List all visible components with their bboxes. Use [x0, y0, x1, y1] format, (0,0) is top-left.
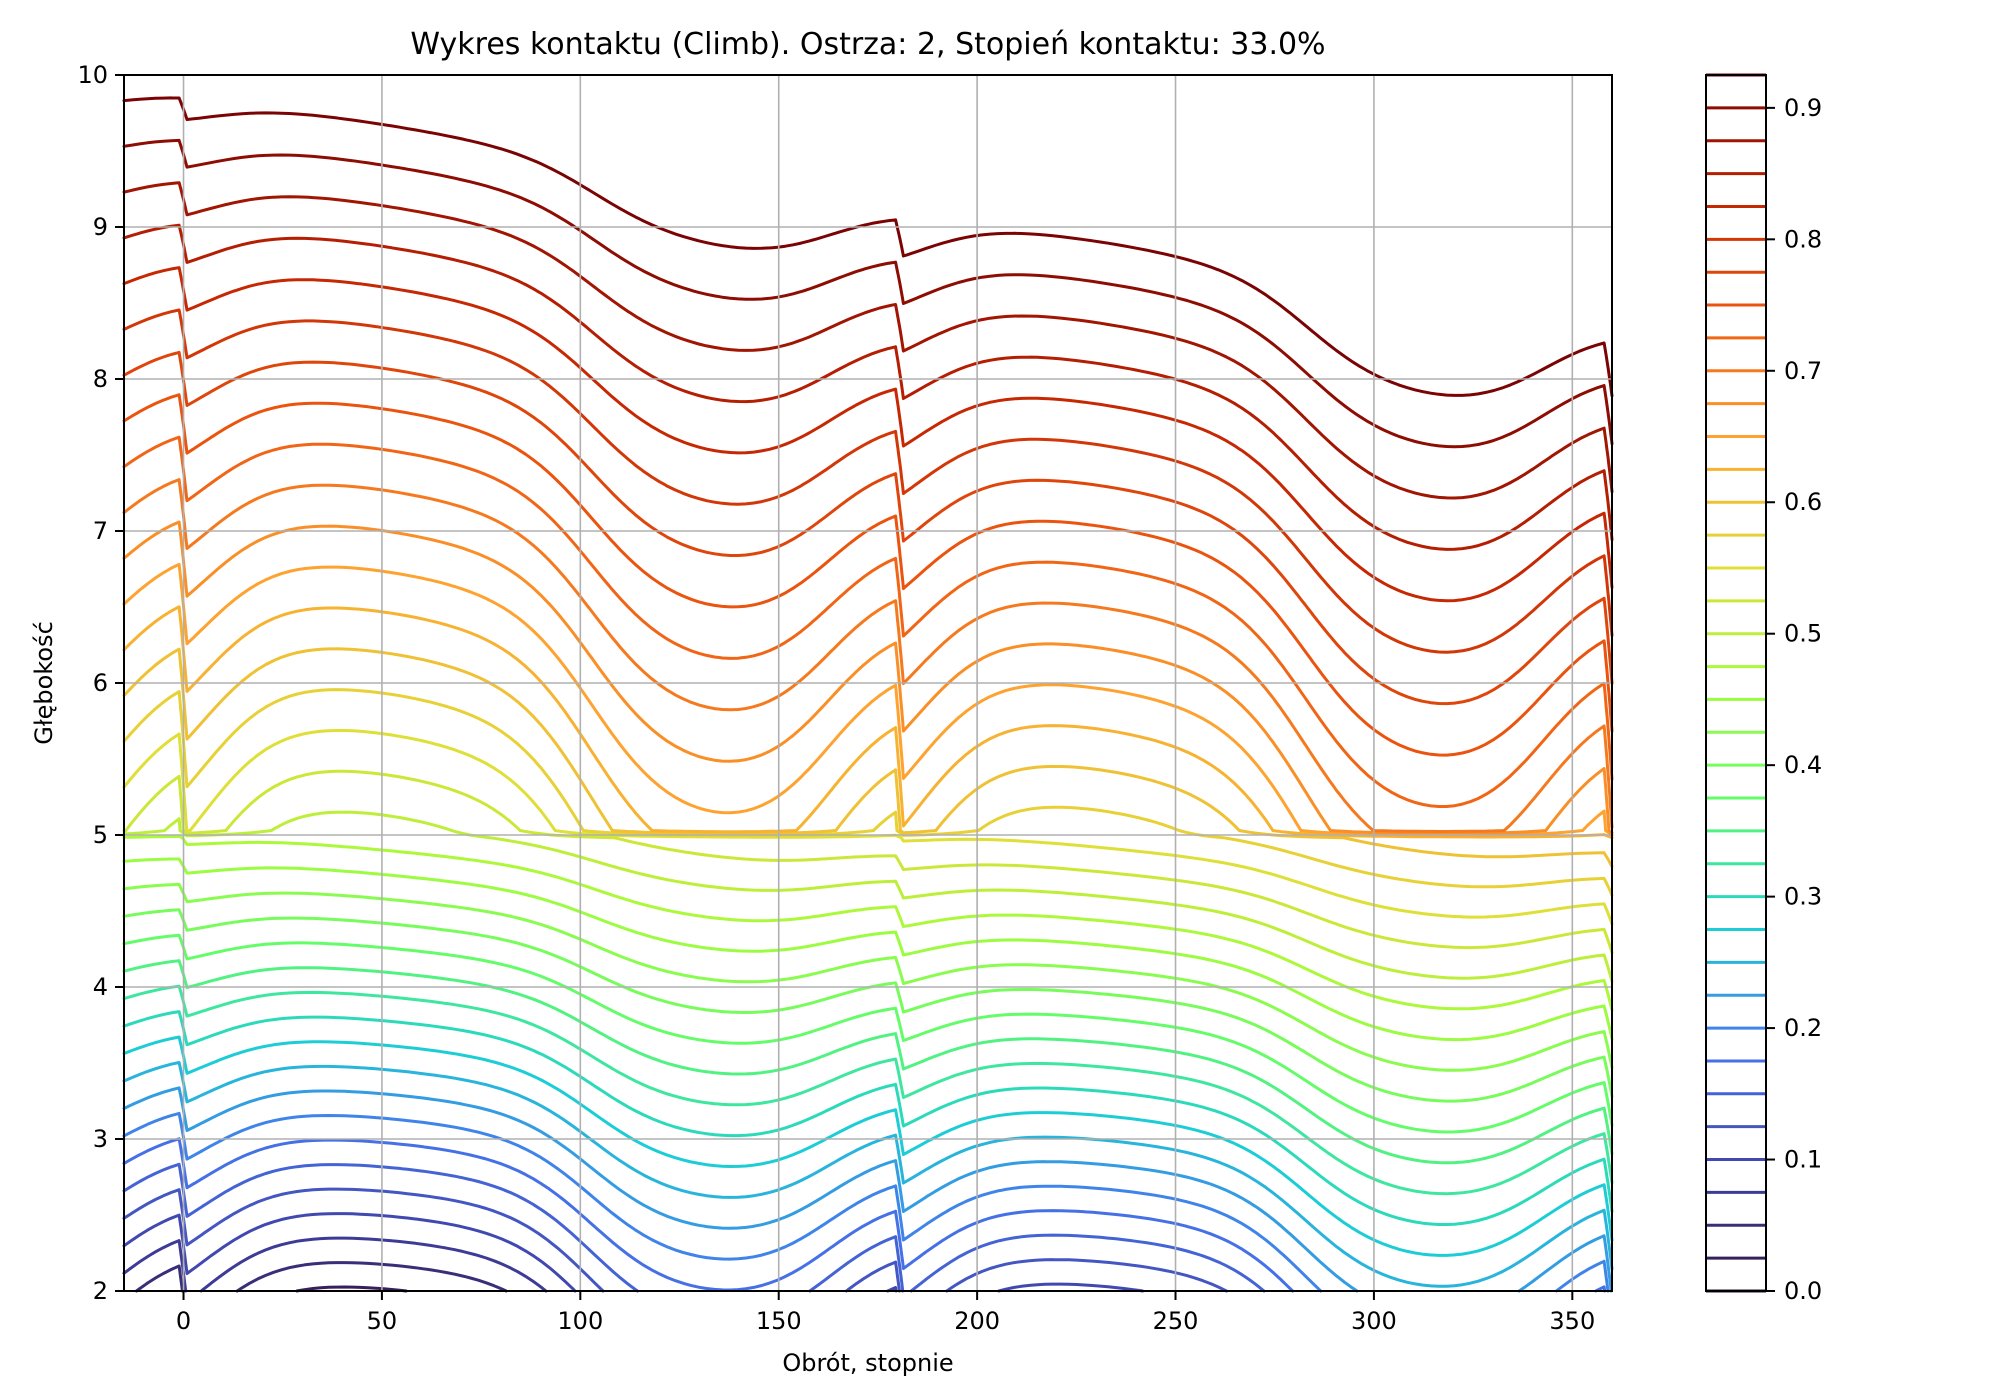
colorbar: 0.0 0.1 0.2 0.3 0.4 0.5 0.6 0.7 0.8 0.9	[1705, 73, 1822, 1305]
x-axis: 0 50 100 150 200 250 300 350	[176, 1291, 1595, 1335]
colorbar-tick-label: 0.9	[1784, 94, 1822, 122]
x-axis-label: Obrót, stopnie	[782, 1349, 953, 1377]
contour-level-36	[122, 138, 1614, 449]
y-tick-label: 6	[93, 669, 108, 697]
contour-level-25	[122, 605, 1614, 840]
contour-level-2	[135, 1261, 508, 1293]
y-axis-label: Głębokość	[30, 621, 58, 745]
colorbar-tick-label: 0.3	[1784, 883, 1822, 911]
contour-level-18	[122, 857, 1614, 1042]
colorbar-tick-label: 0.1	[1784, 1146, 1822, 1174]
y-tick-label: 8	[93, 365, 108, 393]
contour-level-31	[122, 350, 1614, 706]
contour-level-14	[122, 959, 1614, 1165]
y-tick-label: 3	[93, 1125, 108, 1153]
contour-level-8	[122, 1111, 1610, 1293]
contour-level-21	[122, 769, 1614, 955]
contour-level-6	[122, 1162, 1266, 1293]
y-tick-label: 9	[93, 213, 108, 241]
contour-level-35	[122, 181, 1614, 500]
x-tick-label: 300	[1351, 1307, 1397, 1335]
contour-level-24	[122, 647, 1614, 868]
contour-level-19	[122, 834, 1614, 1012]
x-tick-label: 200	[954, 1307, 1000, 1335]
colorbar-frame	[1705, 74, 1767, 1292]
contour-level-5	[122, 1187, 1228, 1293]
contour-level-10	[122, 1061, 1614, 1288]
contour-level-30	[122, 393, 1614, 757]
colorbar-tick-label: 0.8	[1784, 225, 1822, 253]
contour-level-33	[122, 266, 1614, 603]
contour-level-28	[122, 478, 1614, 833]
contour-level-4	[122, 1212, 1145, 1293]
contour-lines	[122, 96, 1614, 1293]
contour-level-11	[122, 1035, 1614, 1257]
contour-level-37	[122, 96, 1614, 398]
contour-level-15	[122, 933, 1614, 1134]
y-axis: 2 3 4 5 6 7 8 9 10	[77, 61, 124, 1305]
y-tick-label: 2	[93, 1277, 108, 1305]
x-tick-label: 50	[367, 1307, 398, 1335]
colorbar-tick-label: 0.2	[1784, 1014, 1822, 1042]
y-tick-label: 4	[93, 973, 108, 1001]
x-tick-label: 150	[756, 1307, 802, 1335]
y-tick-label: 7	[93, 517, 108, 545]
colorbar-tick-label: 0.7	[1784, 357, 1822, 385]
plot-area	[122, 74, 1614, 1293]
colorbar-tick-label: 0.4	[1784, 751, 1822, 779]
x-tick-label: 0	[176, 1307, 191, 1335]
contour-level-27	[122, 520, 1614, 835]
contour-level-3	[122, 1236, 548, 1293]
contour-level-29	[122, 435, 1614, 808]
x-tick-label: 350	[1549, 1307, 1595, 1335]
grid-lines	[124, 74, 1612, 1292]
colorbar-ticks: 0.0 0.1 0.2 0.3 0.4 0.5 0.6 0.7 0.8 0.9	[1766, 94, 1822, 1305]
y-tick-label: 5	[93, 821, 108, 849]
x-tick-label: 250	[1153, 1307, 1199, 1335]
contour-level-34	[122, 223, 1614, 551]
x-tick-label: 100	[557, 1307, 603, 1335]
colorbar-tick-label: 0.5	[1784, 620, 1822, 648]
colorbar-tick-label: 0.0	[1784, 1277, 1822, 1305]
contour-level-7	[122, 1137, 1607, 1293]
contour-level-22	[122, 729, 1614, 926]
contour-level-32	[122, 308, 1614, 654]
contour-level-9	[122, 1086, 1613, 1293]
chart-title: Wykres kontaktu (Climb). Ostrza: 2, Stop…	[410, 27, 1325, 62]
y-tick-label: 10	[77, 61, 108, 89]
colorbar-tick-label: 0.6	[1784, 488, 1822, 516]
colorbar-levels	[1706, 73, 1766, 1293]
